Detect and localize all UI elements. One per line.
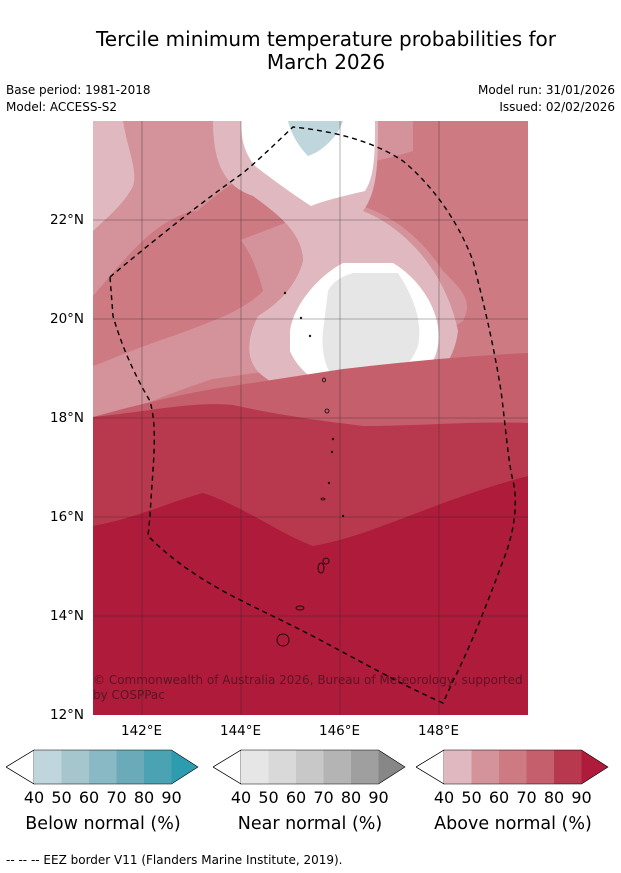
graticule	[93, 121, 528, 715]
colorbar-near-swatch-60	[296, 750, 324, 784]
lon-label-144: 144°E	[220, 723, 262, 739]
islands	[276, 291, 345, 647]
lat-label-14: 14°N	[50, 608, 85, 624]
lat-label-16: 16°N	[50, 509, 85, 525]
tick-label: 90	[368, 788, 389, 807]
fill-above-90	[93, 476, 528, 715]
colorbar-below-swatch-50	[61, 750, 89, 784]
colorbar-below	[5, 749, 200, 789]
lon-label-146: 146°E	[319, 723, 361, 739]
lon-label-142: 142°E	[121, 723, 163, 739]
colorbar-below-swatch-80	[144, 750, 172, 784]
chart-title: Tercile minimum temperature probabilitie…	[0, 28, 621, 74]
tick-label: 50	[51, 788, 72, 807]
contour-fills	[93, 121, 528, 715]
base-period: Base period: 1981-2018	[6, 83, 151, 97]
fill-lt40-north	[241, 121, 375, 206]
colorbar-near-title: Near normal (%)	[237, 814, 383, 834]
colorbar-near	[212, 749, 407, 789]
eez-border	[109, 126, 517, 704]
fill-below-40	[288, 121, 343, 156]
colorbar-near-swatch-90	[378, 750, 405, 784]
tick-label: 40	[433, 788, 455, 807]
colorbar-below-swatch-70	[116, 750, 144, 784]
colorbar-above-swatch-70	[526, 750, 554, 784]
tick-label: 70	[516, 788, 537, 807]
colorbar-near-swatch-40	[241, 750, 269, 784]
tick-label: 80	[340, 788, 362, 807]
eez-footer-note: -- -- -- EEZ border V11 (Flanders Marine…	[6, 853, 343, 867]
colorbar-above-swatch-90	[581, 750, 608, 784]
colorbar-near-swatch-70	[323, 750, 351, 784]
title-line-2: March 2026	[266, 50, 386, 74]
colorbar-below-svg	[5, 749, 199, 785]
model-name: Model: ACCESS-S2	[6, 100, 118, 114]
colorbar-above-title: Above normal (%)	[434, 814, 592, 834]
model-run: Model run: 31/01/2026	[477, 83, 615, 97]
lat-label-18: 18°N	[50, 410, 85, 426]
tick-label: 90	[161, 788, 182, 807]
map-svg	[93, 121, 528, 715]
colorbar-near-swatch-50	[268, 750, 296, 784]
tick-label: 90	[571, 788, 592, 807]
tick-label: 40	[230, 788, 252, 807]
tick-label: 50	[461, 788, 482, 807]
tick-label: 80	[133, 788, 155, 807]
tick-label: 40	[23, 788, 45, 807]
colorbar-below-swatch-40	[34, 750, 62, 784]
colorbar-above-swatch-80	[554, 750, 582, 784]
fill-above-60-left	[93, 211, 263, 366]
tick-label: 60	[285, 788, 307, 807]
colorbar-near-svg	[212, 749, 406, 785]
colorbar-below-title: Below normal (%)	[25, 814, 181, 834]
lat-label-20: 20°N	[50, 311, 85, 327]
fill-above-40-left	[93, 121, 135, 231]
colorbar-below-swatch-60	[89, 750, 117, 784]
colorbar-near-swatch-80	[351, 750, 379, 784]
tick-label: 60	[488, 788, 510, 807]
lon-label-148: 148°E	[418, 723, 460, 739]
tick-label: 70	[313, 788, 334, 807]
fill-above-60-right	[413, 121, 528, 301]
tick-label: 70	[106, 788, 127, 807]
issued-date: Issued: 02/02/2026	[499, 100, 615, 114]
lat-label-12: 12°N	[50, 707, 85, 723]
colorbar-above-svg	[415, 749, 609, 785]
tick-label: 60	[78, 788, 100, 807]
fill-near-40	[322, 273, 420, 383]
colorbar-below-swatch-90	[171, 750, 198, 784]
tick-label: 50	[258, 788, 279, 807]
title-line-1: Tercile minimum temperature probabilitie…	[95, 27, 557, 51]
colorbar-above-swatch-60	[499, 750, 527, 784]
copyright-notice: © Commonwealth of Australia 2026, Bureau…	[93, 673, 523, 702]
probability-map: © Commonwealth of Australia 2026, Bureau…	[93, 121, 528, 715]
colorbar-above-swatch-40	[444, 750, 472, 784]
colorbar-above-swatch-50	[471, 750, 499, 784]
colorbar-above	[415, 749, 610, 789]
lat-label-22: 22°N	[50, 212, 85, 228]
tick-label: 80	[543, 788, 565, 807]
